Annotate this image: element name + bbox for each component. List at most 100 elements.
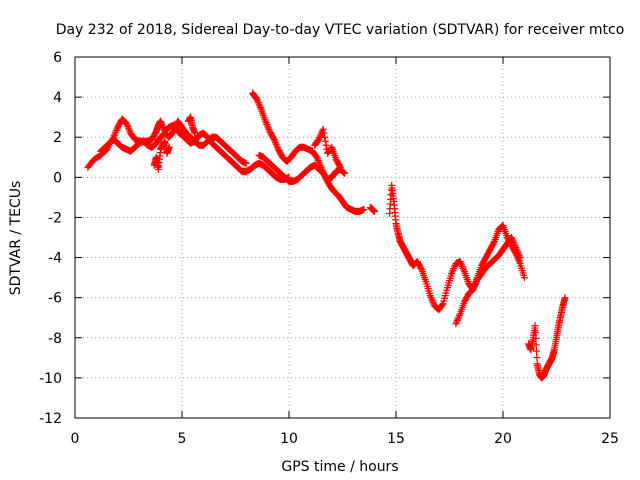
data-point [165,143,173,151]
data-point [169,127,177,135]
data-point [450,263,458,271]
data-point [112,127,120,135]
data-point [125,124,132,132]
data-point [515,258,523,266]
data-point [512,244,520,252]
data-point [263,121,271,129]
data-point [448,270,456,278]
data-point [171,124,179,132]
data-point [254,97,262,105]
data-point [511,242,519,250]
series-track-9 [452,234,524,328]
data-point [459,264,467,272]
data-point [322,141,330,149]
data-point [428,295,436,303]
data-point [514,249,522,257]
y-tick-label: 0 [53,170,62,186]
y-tick-label: -8 [48,331,62,347]
axis-ticks [74,56,611,419]
data-point [470,282,478,290]
data-point [448,268,456,276]
data-point [561,294,569,302]
data-point [157,119,165,127]
y-tick-label: -10 [39,371,62,387]
data-point [191,129,199,137]
series-track-3 [150,137,173,173]
x-axis-label: GPS time / hours [281,459,398,475]
data-point [458,261,466,269]
data-point [520,274,528,282]
data-point [315,158,323,166]
data-point [341,169,349,177]
data-point [122,119,130,127]
data-point [450,265,458,273]
data-point [513,245,521,253]
data-point [269,134,277,142]
x-tick-label: 25 [601,431,619,447]
data-point [515,250,523,258]
x-tick-label: 5 [178,431,187,447]
data-point [113,125,121,133]
data-point [457,259,465,267]
y-tick-label: -4 [48,251,62,267]
data-series [84,89,569,382]
data-point [510,240,518,248]
data-point [471,281,479,289]
x-tick-label: 0 [71,431,80,447]
data-point [264,122,272,130]
data-point [531,328,539,336]
data-point [449,266,457,274]
data-point [508,234,516,241]
data-point [531,322,539,330]
x-tick-labels: 0 5 10 15 20 25 [71,431,619,447]
series-track-1 [84,115,293,183]
data-point [516,254,524,262]
x-tick-label: 20 [494,431,512,447]
data-point [112,128,120,136]
data-point [454,315,462,323]
data-point [262,119,270,127]
x-tick-label: 15 [387,431,405,447]
data-point [265,126,273,134]
data-point [532,341,540,349]
y-tick-label: -6 [48,291,62,307]
data-point [272,140,280,148]
y-tick-label: -12 [39,411,62,427]
data-point [315,135,323,143]
data-point [340,169,348,177]
data-point [253,95,261,103]
grid-lines [75,57,610,418]
data-point [513,247,521,255]
data-point [111,130,119,138]
data-point [125,126,133,134]
data-point [321,133,329,141]
data-point [254,98,262,106]
chart-title: Day 232 of 2018, Sidereal Day-to-day VTE… [56,22,625,38]
data-point [270,135,278,143]
data-point [470,284,478,292]
data-point [510,239,518,247]
data-point [426,292,434,300]
series-track-6 [255,151,349,185]
data-point [274,144,282,152]
data-point [453,318,461,326]
data-point [452,320,460,328]
data-point [360,205,368,213]
data-point [508,235,516,243]
y-tick-label: -2 [48,210,62,226]
data-point [256,102,264,110]
data-point [515,252,523,260]
data-point [371,207,379,215]
series-track-5 [249,89,368,215]
data-point [417,264,425,272]
plot-frame [74,56,611,419]
data-point [123,121,131,129]
x-tick-label: 10 [280,431,298,447]
data-point [124,123,132,131]
data-point [321,137,329,145]
data-point [455,313,463,321]
data-point [320,129,328,137]
y-tick-label: 4 [53,90,62,106]
data-point [336,163,344,171]
data-point [159,122,167,130]
